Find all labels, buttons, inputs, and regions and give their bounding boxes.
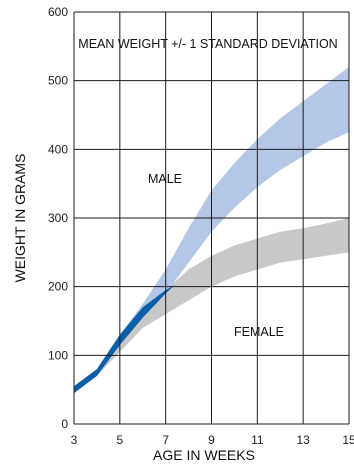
y-tick-label: 500 xyxy=(48,74,68,88)
chart-title: MEAN WEIGHT +/- 1 STANDARD DEVIATION xyxy=(78,37,337,51)
x-axis-title: AGE IN WEEKS xyxy=(153,447,255,463)
overlap-band xyxy=(74,284,175,394)
male-label: MALE xyxy=(148,172,182,186)
y-tick-label: 100 xyxy=(48,348,68,362)
ticks-layer: 3 5 7 9 11 13 15 0 100 200 300 400 500 600 xyxy=(48,5,354,447)
x-tick-label: 7 xyxy=(162,433,169,447)
grid-layer xyxy=(73,11,350,425)
y-axis-title: WEIGHT IN GRAMS xyxy=(12,154,28,283)
y-tick-label: 600 xyxy=(48,5,68,19)
female-label: FEMALE xyxy=(234,325,284,339)
x-tick-label: 9 xyxy=(208,433,215,447)
x-tick-label: 3 xyxy=(71,433,78,447)
female-band xyxy=(74,218,349,394)
x-tick-label: 11 xyxy=(251,433,264,447)
y-tick-label: 0 xyxy=(61,417,68,431)
y-tick-label: 300 xyxy=(48,211,68,225)
y-tick-label: 200 xyxy=(48,280,68,294)
x-tick-label: 13 xyxy=(296,433,310,447)
x-tick-label: 15 xyxy=(342,433,354,447)
y-tick-label: 400 xyxy=(48,142,68,156)
x-tick-label: 5 xyxy=(116,433,123,447)
